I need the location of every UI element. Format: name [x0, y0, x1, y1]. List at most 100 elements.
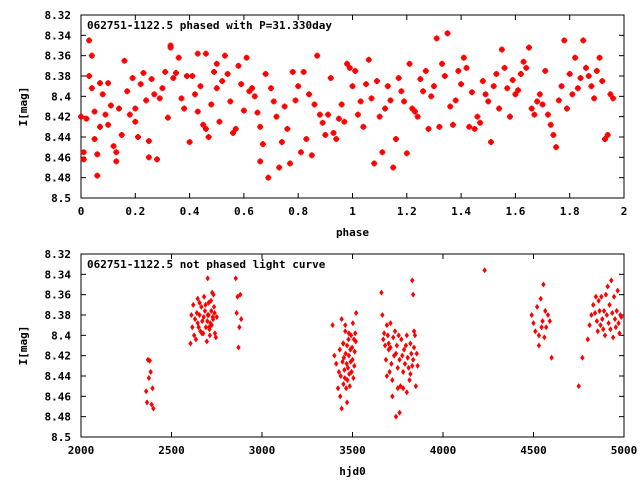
panel-0-x-tick-label: 1.8: [560, 205, 580, 218]
panel-0-data-point: [181, 105, 188, 112]
panel-1-data-point: [341, 354, 346, 361]
panel-1-data-point: [346, 336, 351, 343]
panel-1-data-point: [405, 354, 410, 361]
panel-1-data-point: [593, 293, 599, 300]
panel-1-data-point: [239, 316, 244, 323]
panel-0-data-point: [392, 136, 399, 143]
panel-1-data-point: [388, 344, 393, 351]
panel-1-data-point: [615, 287, 620, 294]
phased-light-curve-panel: 0 0.2 0.4 0.6 0.8 1 1.2 1.4 1.6 1.8 2 8.32 8.34 8.36 8…: [17, 9, 627, 239]
panel-0-data-point: [439, 60, 446, 67]
panel-1-data-point: [346, 352, 352, 359]
panel-0-data-point: [490, 83, 497, 90]
panel-0-data-point: [582, 64, 589, 71]
panel-1-data-point: [404, 389, 409, 396]
panel-0-data-point: [539, 101, 546, 108]
panel-0-data-point: [463, 64, 470, 71]
panel-0-data-point: [268, 85, 275, 92]
panel-1-data-point: [379, 289, 384, 296]
panel-0-data-point: [270, 98, 277, 105]
panel-0-data-point: [257, 123, 264, 130]
panel-0-data-point: [523, 64, 530, 71]
panel-1-data-point: [613, 324, 619, 331]
panel-1-data-point: [412, 332, 418, 339]
panel-0-data-point: [601, 136, 608, 143]
panel-0-data-point: [202, 50, 209, 57]
panel-0-data-point: [501, 64, 508, 71]
panel-0-data-point: [284, 125, 291, 132]
panel-1-data-point: [482, 267, 487, 274]
panel-1-data-point: [400, 352, 405, 359]
panel-0-data-point: [444, 30, 451, 37]
panel-0-data-point: [493, 70, 500, 77]
panel-1-data-point: [206, 324, 212, 331]
panel-0-data-point: [482, 91, 489, 98]
panel-0-data-point: [121, 57, 128, 64]
panel-1-data-point: [401, 346, 407, 353]
panel-0-data-point: [202, 125, 209, 132]
panel-1-y-tick-label: 8.44: [45, 370, 72, 383]
panel-1-data-point: [210, 314, 215, 321]
panel-1-data-point: [208, 297, 214, 304]
panel-0-data-point: [515, 87, 522, 94]
panel-0-data-point: [102, 111, 109, 118]
panel-0-data-point: [330, 129, 337, 136]
panel-1-data-point: [205, 318, 210, 325]
panel-0-data-point: [113, 149, 120, 156]
panel-0-x-tick-label: 0.4: [180, 205, 200, 218]
panel-0-data-point: [466, 123, 473, 130]
panel-0-data-point: [390, 164, 397, 171]
panel-1-data-point: [395, 385, 400, 392]
panel-0-data-point: [569, 91, 576, 98]
panel-0-data-point: [243, 54, 250, 61]
panel-1-y-tick-label: 8.46: [45, 390, 72, 403]
panel-1-data-point: [536, 342, 542, 349]
panel-0-data-point: [387, 97, 394, 104]
panel-0-data-point: [151, 91, 158, 98]
panel-1-data-point: [547, 318, 552, 325]
panel-0-data-point: [322, 131, 329, 138]
panel-0-data-point: [360, 123, 367, 130]
panel-1-data-point: [340, 358, 345, 365]
panel-1-data-point: [211, 291, 216, 298]
panel-1-data-point: [410, 362, 415, 369]
panel-0-data-point: [240, 107, 247, 114]
panel-1-y-tick-label: 8.4: [51, 329, 71, 342]
panel-0-data-point: [420, 88, 427, 95]
panel-0-data-point: [265, 174, 272, 181]
panel-1-data-point: [597, 307, 602, 314]
panel-1-data-point: [619, 314, 624, 321]
panel-0-data-point: [78, 113, 84, 120]
panel-0-data-point: [455, 67, 462, 74]
panel-0-data-point: [145, 154, 152, 161]
panel-1-data-point: [350, 356, 355, 363]
panel-1-data-point: [545, 311, 551, 319]
panel-0-data-point: [542, 67, 549, 74]
panel-0-data-point: [145, 138, 152, 145]
panel-0-data-point: [297, 149, 304, 156]
panel-0-data-point: [411, 108, 418, 115]
panel-0-data-point: [346, 64, 353, 71]
panel-0-data-point: [189, 73, 196, 79]
panel-1-data-point: [151, 405, 156, 412]
panel-0-data-point: [468, 89, 475, 96]
panel-1-data-point: [200, 318, 205, 325]
panel-1-data-point: [390, 393, 395, 400]
panel-1-data-point: [380, 311, 385, 319]
panel-0-data-point: [213, 85, 220, 92]
panel-0-x-tick-label: 1.6: [505, 205, 525, 218]
panel-0-data-point: [173, 69, 180, 76]
panel-0-data-point: [311, 101, 318, 108]
panel-0-data-point: [506, 113, 513, 120]
panel-0-y-tick-label: 8.44: [45, 131, 72, 144]
panel-0-data-point: [314, 52, 321, 59]
panel-1-data-point: [213, 334, 219, 341]
panel-1-data-point: [341, 381, 346, 388]
panel-1-data-point: [399, 336, 404, 343]
panel-1-data-point: [199, 303, 204, 310]
panel-0-data-point: [341, 118, 348, 125]
panel-1-data-point: [605, 283, 610, 290]
panel-0-data-point: [97, 80, 104, 87]
panel-0-x-tick-label: 1: [349, 205, 356, 218]
panel-0-data-point: [425, 125, 432, 132]
